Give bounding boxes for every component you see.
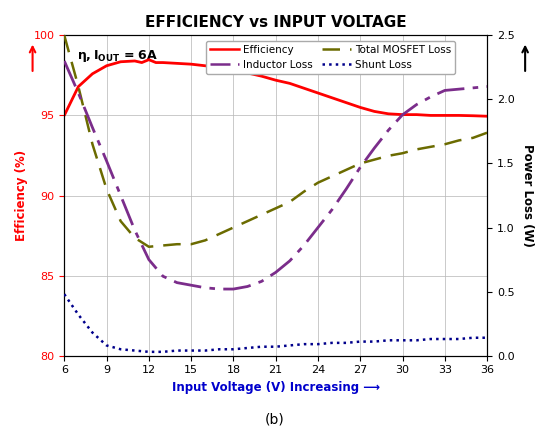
Legend: Efficiency, Inductor Loss, Total MOSFET Loss, Shunt Loss: Efficiency, Inductor Loss, Total MOSFET … — [206, 40, 455, 74]
X-axis label: Input Voltage (V) Increasing ⟶: Input Voltage (V) Increasing ⟶ — [172, 381, 380, 394]
Y-axis label: Power Loss (W): Power Loss (W) — [521, 144, 534, 247]
Text: (b): (b) — [265, 413, 284, 426]
Y-axis label: Efficiency (%): Efficiency (%) — [15, 150, 28, 241]
Text: $\mathbf{\eta}$$\mathbf{, I_{OUT}}$ = 6A: $\mathbf{\eta}$$\mathbf{, I_{OUT}}$ = 6A — [77, 48, 158, 64]
Title: EFFICIENCY vs INPUT VOLTAGE: EFFICIENCY vs INPUT VOLTAGE — [145, 15, 406, 30]
